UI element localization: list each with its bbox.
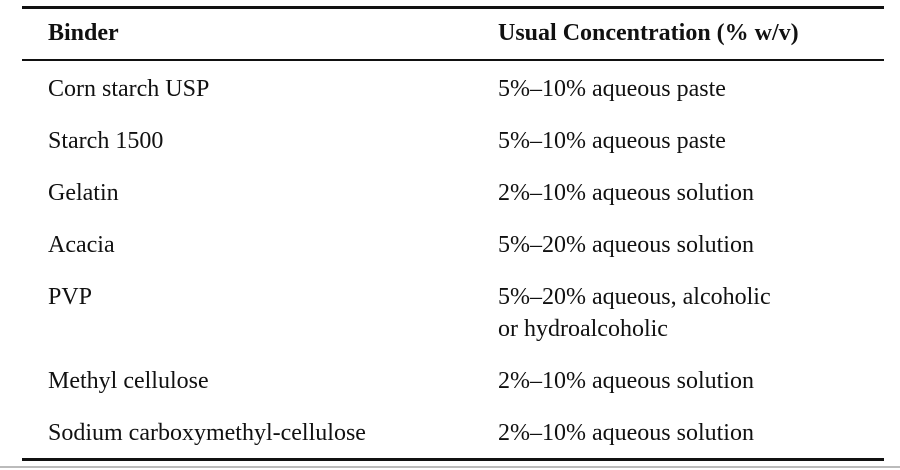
cell-line: 5%–20% aqueous, alcoholic (498, 284, 771, 310)
cell: 2%–10% aqueous solution (498, 368, 754, 394)
edge-line (0, 466, 900, 468)
cell: 2%–10% aqueous solution (498, 180, 754, 206)
header-cell: Binder (48, 20, 119, 46)
cell: 5%–10% aqueous paste (498, 76, 726, 102)
cell: 5%–20% aqueous solution (498, 232, 754, 258)
cell: Methyl cellulose (48, 368, 209, 394)
cell: 5%–10% aqueous paste (498, 128, 726, 154)
cell-line: or hydroalcoholic (498, 316, 668, 342)
cell: Acacia (48, 232, 115, 258)
header-cell: Usual Concentration (% w/v) (498, 20, 799, 46)
cell: 2%–10% aqueous solution (498, 420, 754, 446)
header-rule (22, 59, 884, 61)
bottom-rule (22, 458, 884, 461)
cell: Gelatin (48, 180, 119, 206)
cell: Sodium carboxymethyl-cellulose (48, 420, 366, 446)
cell: Corn starch USP (48, 76, 210, 102)
cell: PVP (48, 284, 93, 310)
cell: Starch 1500 (48, 128, 164, 154)
top-rule (22, 6, 884, 9)
